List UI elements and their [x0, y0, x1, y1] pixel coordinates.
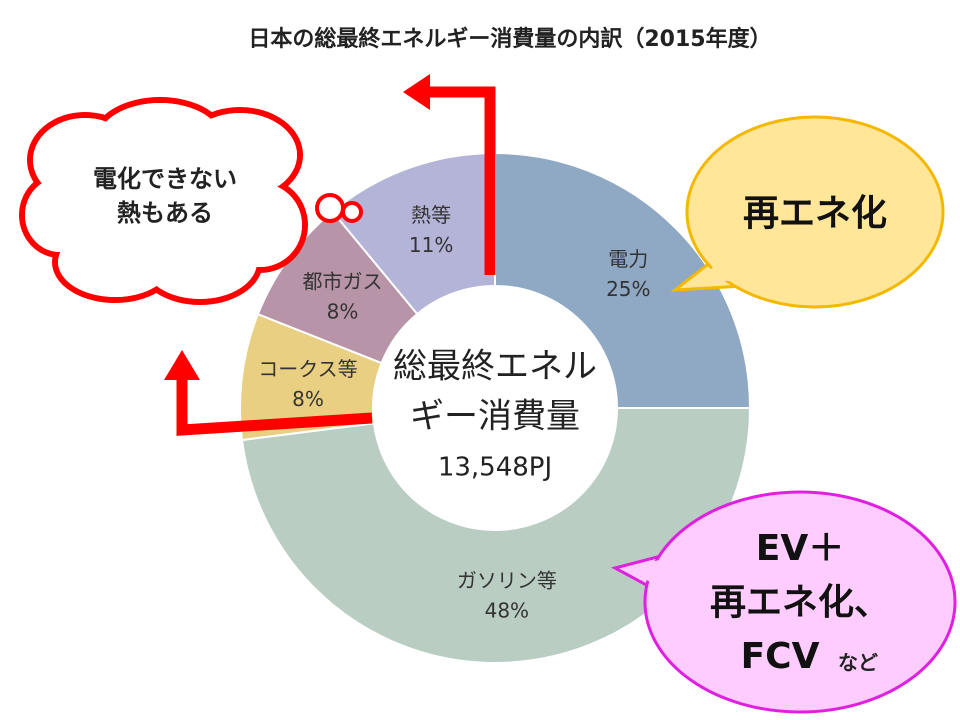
cloud: 電化できない 熱もある [19, 97, 363, 305]
slice-label: コークス等 [258, 357, 357, 381]
value-label: 8% [292, 387, 324, 411]
annotation-text: 電化できない [93, 165, 237, 193]
slice-label: 都市ガス [303, 270, 383, 294]
annotation-text: 熱もある [117, 199, 213, 227]
center-value: 13,548PJ [438, 453, 552, 483]
slice-label: ガソリン等 [457, 569, 557, 593]
value-label: 25% [606, 277, 650, 301]
annotation-text: 再エネ化、 [710, 582, 890, 623]
callout: EV＋ 再エネ化、 FCV など [610, 490, 957, 714]
arrow [425, 86, 496, 275]
callout: 再エネ化 [670, 115, 945, 309]
value-label: 11% [409, 233, 453, 257]
donut: 電力 25% ガソリン等 48% コークス等 8% 都市ガス 8% 熱等 11% 総最終エネルギー消… [239, 151, 752, 664]
center-label: 総最終エネル [393, 347, 597, 387]
value-label: 8% [327, 300, 359, 324]
center-label: ギー消費量 [410, 397, 580, 437]
donut-hole [373, 286, 617, 530]
annotation-text: など [838, 651, 878, 675]
arrow-head [164, 350, 200, 380]
arrow [176, 378, 373, 436]
slice-label: 電力 [608, 247, 648, 271]
slice-label: 熱等 [411, 203, 451, 227]
arrow-head [403, 74, 430, 110]
chart-title: 日本の総最終エネルギー消費量の内訳（2015年度） [248, 26, 771, 52]
annotation-text: FCV [741, 636, 820, 677]
annotation-text: 再エネ化 [743, 193, 887, 234]
annotation-text: EV＋ [756, 528, 844, 569]
value-label: 48% [485, 599, 529, 623]
